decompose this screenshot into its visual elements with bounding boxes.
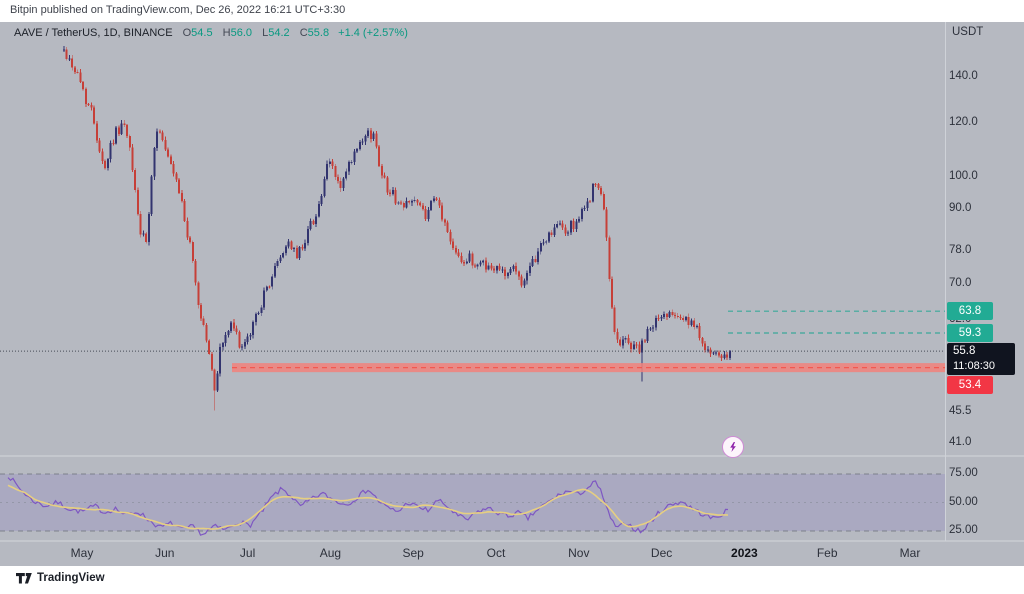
symbol-title[interactable]: AAVE / TetherUS, 1D, BINANCE	[14, 27, 173, 39]
chart-background[interactable]	[0, 22, 1024, 566]
change-value: +1.4 (+2.57%)	[338, 27, 408, 39]
time-axis-label[interactable]: Sep	[402, 546, 424, 560]
open-label: O	[182, 27, 192, 39]
last-price-badge[interactable]: 55.8 11:08:30	[947, 343, 1015, 375]
price-tick-label[interactable]: 140.0	[949, 70, 978, 82]
price-tick-label[interactable]: 70.0	[949, 276, 972, 289]
rsi-tick-label[interactable]: 50.00	[949, 495, 978, 508]
low-label: L	[262, 27, 269, 39]
close-value: 55.8	[307, 27, 330, 39]
tradingview-logo[interactable]: TradingView	[16, 572, 105, 584]
open-value: 54.5	[191, 27, 213, 39]
price-tick-label[interactable]: 78.0	[949, 244, 972, 257]
publish-attribution-text: Bitpin published on TradingView.com, Dec…	[10, 4, 346, 16]
time-axis-label[interactable]: Oct	[486, 546, 506, 560]
price-scale-currency: USDT	[952, 26, 984, 38]
time-axis-label[interactable]: Jul	[239, 546, 256, 560]
time-axis-label[interactable]: Dec	[650, 546, 673, 560]
price-tick-label[interactable]: 100.0	[949, 170, 978, 183]
close-label: C	[299, 27, 308, 39]
time-axis-label[interactable]: May	[70, 546, 94, 560]
rsi-tick-label[interactable]: 25.00	[949, 524, 978, 536]
rsi-tick-label[interactable]: 75.00	[949, 467, 978, 479]
lightning-bolt-icon[interactable]	[722, 436, 744, 458]
price-level-badge[interactable]: 53.4	[947, 376, 993, 394]
high-value: 56.0	[230, 27, 253, 39]
time-axis-label[interactable]: Mar	[899, 546, 921, 560]
time-axis-label[interactable]: Aug	[319, 546, 342, 560]
last-price-value: 55.8	[953, 345, 976, 357]
time-axis-label[interactable]: Jun	[155, 546, 175, 560]
footer-bar: TradingView	[0, 566, 1024, 594]
time-axis-label[interactable]: Feb	[816, 546, 838, 560]
tradingview-logo-text: TradingView	[37, 572, 105, 584]
low-value: 54.2	[268, 27, 290, 39]
publish-bar: Bitpin published on TradingView.com, Dec…	[0, 0, 1024, 22]
price-tick-label[interactable]: 90.0	[949, 201, 972, 214]
price-tick-label[interactable]: 120.0	[949, 115, 978, 128]
high-label: H	[222, 27, 231, 39]
symbol-legend[interactable]: AAVE / TetherUS, 1D, BINANCE O54.5 H56.0…	[14, 27, 408, 39]
price-level-badge[interactable]: 63.8	[947, 302, 993, 320]
price-tick-label[interactable]: 45.5	[949, 404, 972, 417]
bar-countdown: 11:08:30	[953, 360, 996, 372]
price-tick-label[interactable]: 41.0	[949, 435, 972, 448]
tradingview-logo-icon	[16, 572, 32, 583]
time-axis-label[interactable]: 2023	[731, 546, 758, 560]
price-level-badge[interactable]: 59.3	[947, 324, 993, 342]
time-axis-label[interactable]: Nov	[568, 546, 590, 560]
